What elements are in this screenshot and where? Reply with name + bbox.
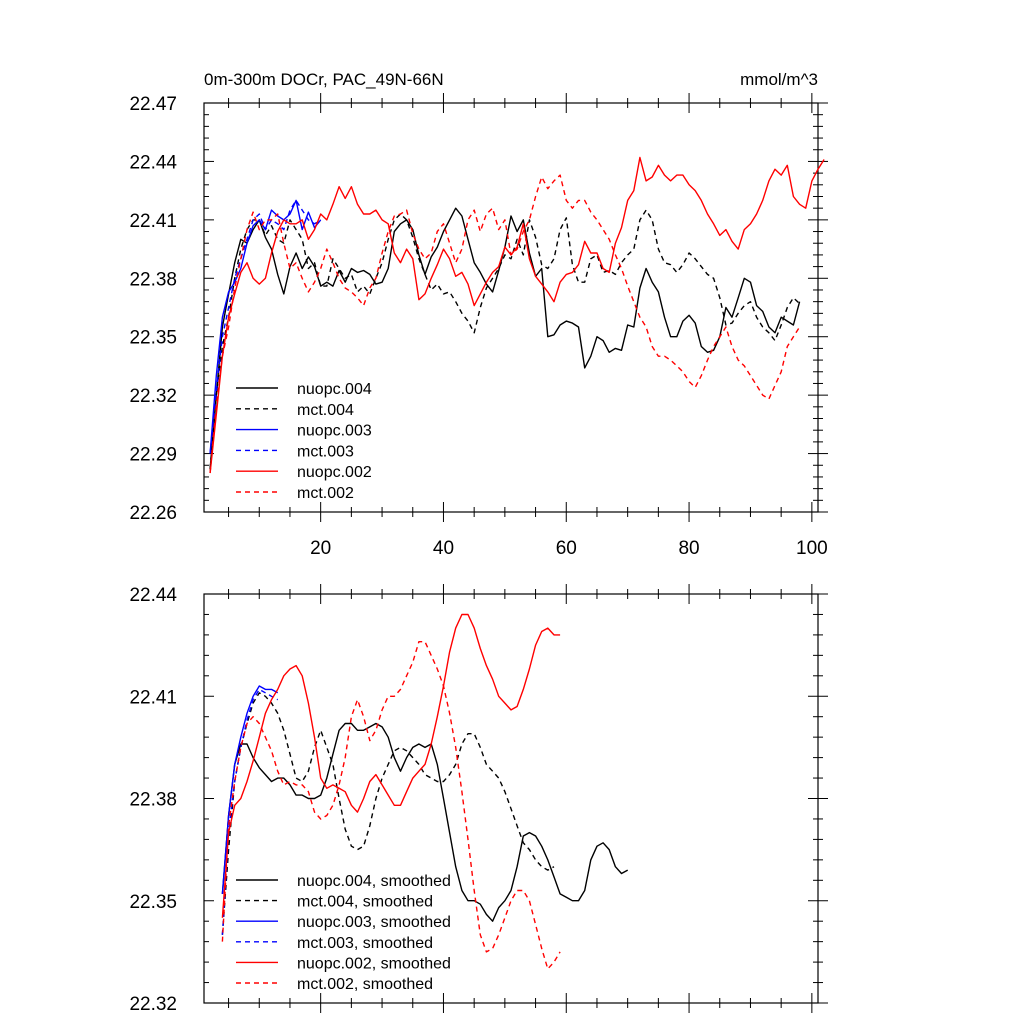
- bottom-legend-label: mct.004, smoothed: [297, 894, 433, 911]
- bottom-ytick-label: 22.32: [129, 994, 177, 1015]
- top-ytick-label: 22.44: [129, 152, 177, 173]
- bottom-legend-label: nuopc.003, smoothed: [297, 914, 451, 931]
- top-ytick-label: 22.32: [129, 386, 177, 407]
- top-ytick-label: 22.29: [129, 445, 177, 466]
- bottom-series-line-mct-004-smoothed: [221, 692, 555, 935]
- top-xtick-label-40: 40: [433, 538, 454, 559]
- bottom-panel: 22.32 22.35 22.38 22.41 22.44 nuopc.004, smo…: [129, 584, 828, 1015]
- top-chart-title: 0m-300m DOCr, PAC_49N-66N: [204, 70, 444, 89]
- bottom-series-line-nuopc-003-smoothed: [221, 685, 279, 894]
- bottom-legend-label: mct.002, smoothed: [297, 976, 433, 993]
- top-xtick-label-100: 100: [796, 538, 828, 559]
- top-panel: 0m-300m DOCr, PAC_49N-66N mmol/m^3 20 40 6…: [129, 70, 828, 559]
- top-legend-label: mct.004: [297, 402, 354, 419]
- top-ytick-label: 22.26: [129, 503, 177, 524]
- top-chart-units: mmol/m^3: [740, 70, 818, 89]
- top-series-line-mct-003: [209, 199, 322, 454]
- top-legend-label: nuopc.003: [297, 423, 372, 440]
- bottom-ytick-label: 22.35: [129, 892, 177, 913]
- top-xtick-label-80: 80: [678, 538, 699, 559]
- bottom-series-line-nuopc-002-smoothed: [221, 613, 561, 918]
- bottom-legend-label: mct.003, smoothed: [297, 935, 433, 952]
- top-series-line-mct-002: [209, 174, 801, 474]
- bottom-series: [221, 613, 629, 970]
- bottom-series-line-mct-002-smoothed: [221, 641, 561, 970]
- top-ytick-label: 22.41: [129, 211, 177, 232]
- top-legend-label: mct.003: [297, 443, 354, 460]
- bottom-ytick-label: 22.44: [129, 585, 177, 606]
- top-series-line-mct-004: [209, 209, 801, 470]
- bottom-ticks: 22.32 22.35 22.38 22.41 22.44: [129, 584, 828, 1015]
- bottom-ytick-label: 22.41: [129, 687, 177, 708]
- top-ytick-label: 22.35: [129, 328, 177, 349]
- bottom-legend-label: nuopc.002, smoothed: [297, 955, 451, 972]
- top-ticks: 20 40 60 80 100 22.26 22.29 22.32 22.35 22.38 22.4…: [129, 93, 828, 559]
- top-xtick-label-60: 60: [556, 538, 577, 559]
- bottom-ytick-label: 22.38: [129, 790, 177, 811]
- top-xtick-label-20: 20: [310, 538, 331, 559]
- top-ytick-label: 22.38: [129, 269, 177, 290]
- top-legend-label: nuopc.002: [297, 464, 372, 481]
- top-series: [209, 156, 825, 474]
- bottom-series-line-mct-003-smoothed: [221, 688, 279, 935]
- bottom-legend: nuopc.004, smoothed mct.004, smoothed nuop…: [236, 873, 451, 993]
- top-legend-label: mct.002: [297, 485, 354, 502]
- top-plot-frame: [203, 102, 819, 513]
- top-legend: nuopc.004 mct.004 nuopc.003 mct.003 nuopc.00…: [236, 381, 372, 502]
- top-legend-label: nuopc.004: [297, 381, 372, 398]
- bottom-series-line-nuopc-004-smoothed: [221, 722, 629, 922]
- bottom-legend-label: nuopc.004, smoothed: [297, 873, 451, 890]
- top-ytick-label: 22.47: [129, 94, 177, 115]
